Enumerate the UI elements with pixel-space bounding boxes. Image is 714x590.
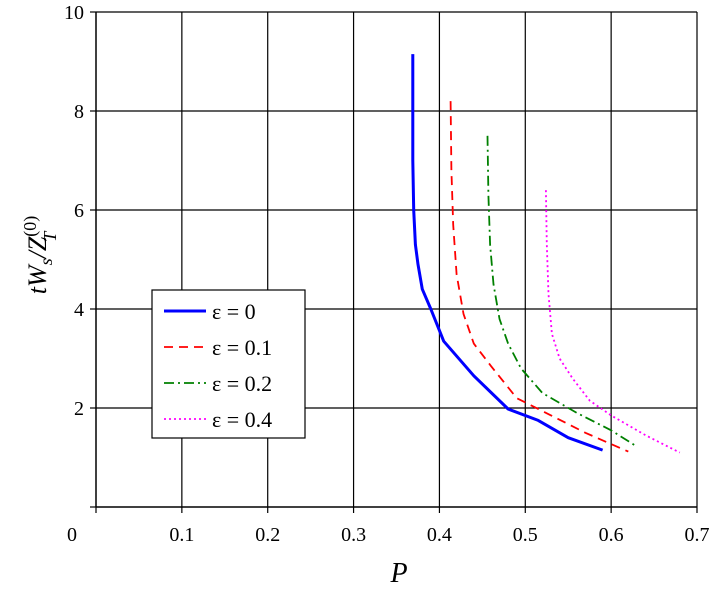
- series-line: [545, 190, 681, 454]
- series-line: [449, 101, 629, 453]
- x-tick-label: 0.4: [427, 524, 452, 546]
- series-lines: [411, 54, 681, 454]
- x-axis-label: P: [389, 558, 407, 589]
- legend-label: ε = 0: [212, 299, 256, 324]
- y-tick-label: 2: [74, 398, 84, 420]
- x-tick-label: 0.6: [599, 524, 624, 546]
- x-tick-label: 0.5: [513, 524, 538, 546]
- y-tick-label: 4: [74, 299, 84, 321]
- y-tick-label: 6: [74, 200, 84, 222]
- x-tick-label: 0.3: [341, 524, 366, 546]
- y-tick-labels: 2 4 6 8 10: [64, 2, 84, 420]
- x-tick-labels: 0 0.1 0.2 0.3 0.4 0.5 0.6 0.7: [67, 524, 710, 546]
- legend: ε = 0 ε = 0.1 ε = 0.2 ε = 0.4: [151, 289, 306, 439]
- legend-label: ε = 0.2: [212, 371, 272, 396]
- axes: [90, 11, 698, 513]
- x-tick-label: 0.7: [685, 524, 710, 546]
- legend-label: ε = 0.4: [212, 407, 272, 432]
- x-tick-label: 0.1: [169, 524, 194, 546]
- y-axis-label: tWs/Z(0)T: [20, 216, 60, 295]
- series-line: [486, 135, 638, 448]
- y-tick-label: 8: [74, 101, 84, 123]
- legend-box: [151, 289, 306, 439]
- series-line: [411, 54, 604, 452]
- legend-label: ε = 0.1: [212, 335, 272, 360]
- x-tick-label: 0: [67, 524, 77, 546]
- x-tick-label: 0.2: [255, 524, 280, 546]
- grid: [96, 11, 698, 507]
- y-tick-label: 10: [64, 2, 84, 24]
